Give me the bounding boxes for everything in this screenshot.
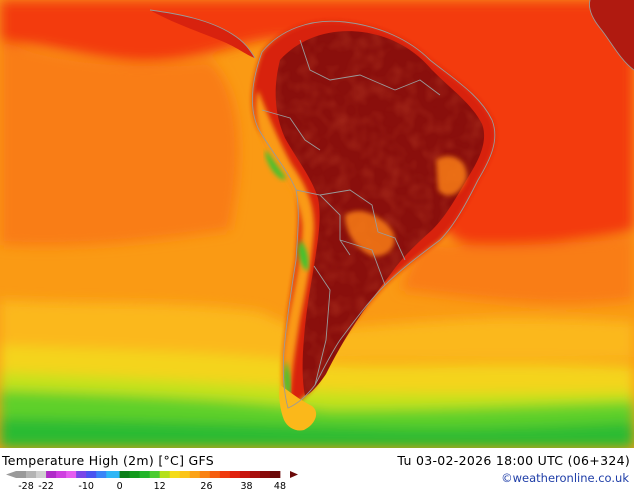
color-legend: -28 -22 -10 0 12 26 38 48 bbox=[6, 471, 298, 490]
footer: Temperature High (2m) [°C] GFS Tu 03-02-… bbox=[0, 448, 634, 490]
legend-tick-label: 0 bbox=[117, 481, 123, 490]
legend-bin bbox=[129, 471, 141, 478]
legend-bin bbox=[179, 471, 191, 478]
map-title: Temperature High (2m) [°C] GFS bbox=[2, 453, 215, 468]
legend-bin bbox=[96, 471, 107, 478]
legend-bin bbox=[119, 471, 131, 478]
legend-bin bbox=[229, 471, 241, 478]
central-america bbox=[150, 10, 255, 58]
andes-green-south bbox=[283, 360, 291, 398]
legend-bin bbox=[139, 471, 151, 478]
legend-bin bbox=[159, 471, 171, 478]
credit-link[interactable]: ©weatheronline.co.uk bbox=[501, 471, 629, 485]
legend-bin bbox=[149, 471, 161, 478]
legend-tick-label: 26 bbox=[200, 481, 212, 490]
legend-bin bbox=[36, 471, 47, 478]
legend-max-arrow bbox=[290, 471, 298, 478]
patagonia-tip bbox=[279, 385, 317, 431]
legend-tick-label: -28 bbox=[18, 481, 34, 490]
country-borders bbox=[149, 0, 634, 409]
legend-bin bbox=[106, 471, 120, 478]
ocean-band-dark-green bbox=[0, 418, 634, 448]
legend-bin bbox=[199, 471, 211, 478]
legend-bin bbox=[76, 471, 87, 478]
legend-bin bbox=[46, 471, 57, 478]
legend-tick-label: 38 bbox=[241, 481, 253, 490]
andes-strip bbox=[255, 90, 315, 398]
legend-tick-label: -10 bbox=[78, 481, 94, 490]
legend-bin bbox=[249, 471, 261, 478]
legend-bin bbox=[239, 471, 251, 478]
africa-corner bbox=[589, 0, 634, 70]
legend-bin bbox=[16, 471, 27, 478]
andes-green-central bbox=[298, 240, 309, 271]
andes-green-north bbox=[265, 150, 286, 180]
legend-tick-label: -22 bbox=[38, 481, 54, 490]
legend-bin bbox=[219, 471, 231, 478]
ocean-band-warm-west bbox=[0, 40, 239, 247]
interior-orange-patch bbox=[345, 210, 395, 257]
legend-bin bbox=[56, 471, 67, 478]
legend-tick-label: 48 bbox=[274, 481, 286, 490]
legend-bin bbox=[169, 471, 181, 478]
interior-orange-patch-2 bbox=[436, 156, 467, 196]
forecast-datetime: Tu 03-02-2026 18:00 UTC (06+324) bbox=[397, 453, 630, 468]
legend-bin bbox=[26, 471, 37, 478]
legend-bin bbox=[259, 471, 271, 478]
legend-bin bbox=[269, 471, 281, 478]
legend-min-arrow bbox=[6, 471, 16, 478]
legend-bin bbox=[66, 471, 77, 478]
legend-tick-label: 12 bbox=[154, 481, 166, 490]
temperature-map bbox=[0, 0, 634, 448]
legend-bin bbox=[189, 471, 201, 478]
legend-bin bbox=[209, 471, 221, 478]
legend-bin bbox=[86, 471, 97, 478]
ocean-band-warm-east bbox=[400, 235, 634, 305]
